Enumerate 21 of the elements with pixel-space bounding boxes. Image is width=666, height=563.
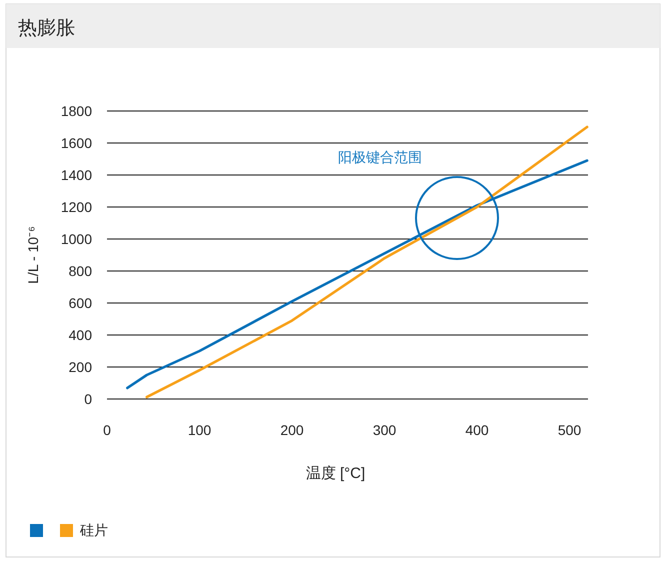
ytick: 200: [68, 359, 92, 375]
xtick: 400: [465, 422, 489, 438]
ytick: 1200: [60, 199, 92, 215]
ytick: 800: [68, 263, 92, 279]
xtick: 300: [372, 422, 396, 438]
xtick: 0: [103, 422, 111, 438]
ylabel: L/L - 10⁻⁶: [25, 226, 41, 284]
ytick: 0: [84, 391, 92, 407]
annotation: 阳极键合范围: [338, 149, 422, 165]
xtick: 100: [188, 422, 212, 438]
ytick: 1800: [60, 103, 92, 119]
title: 热膨胀: [18, 18, 75, 39]
xtick: 500: [558, 422, 582, 438]
ytick: 1400: [60, 167, 92, 183]
xlabel: 温度 [°C]: [306, 465, 366, 482]
ytick: 1600: [60, 135, 92, 151]
ytick: 600: [68, 295, 92, 311]
legend-label: 硅片: [80, 522, 108, 538]
ytick: 1000: [60, 231, 92, 247]
ytick: 400: [68, 327, 92, 343]
xtick: 200: [280, 422, 304, 438]
